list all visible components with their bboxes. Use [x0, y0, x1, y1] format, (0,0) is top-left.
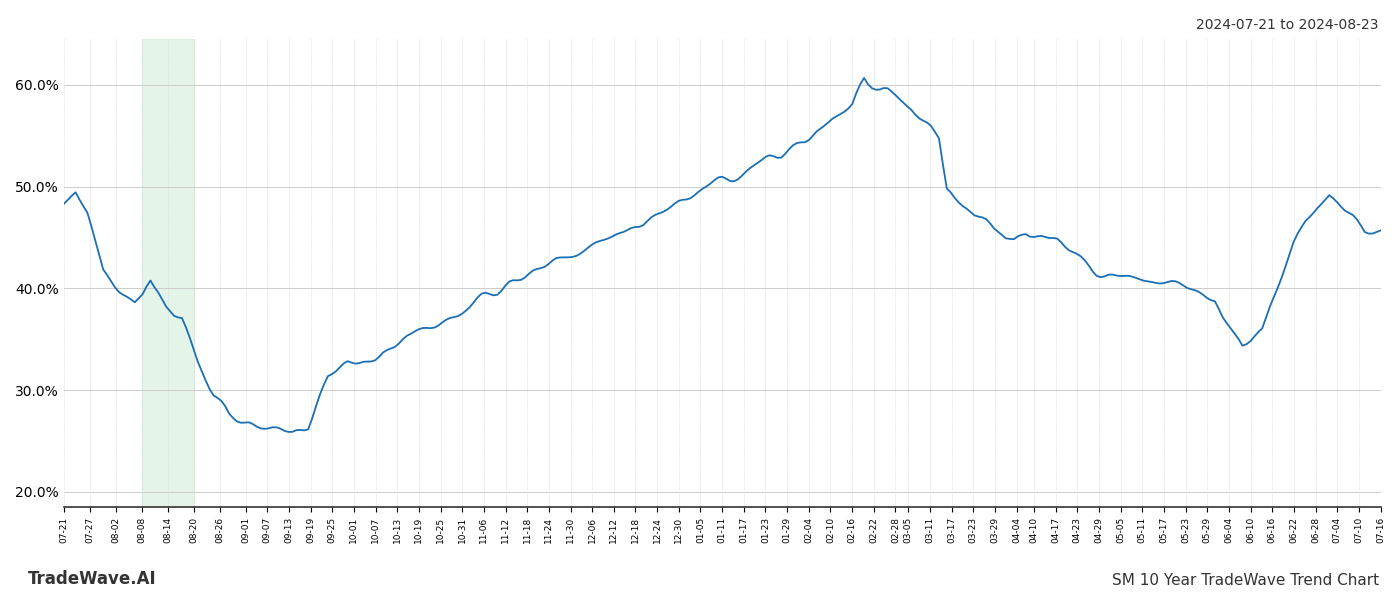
Text: TradeWave.AI: TradeWave.AI — [28, 570, 157, 588]
Bar — [141, 39, 193, 507]
Text: 2024-07-21 to 2024-08-23: 2024-07-21 to 2024-08-23 — [1197, 18, 1379, 32]
Text: SM 10 Year TradeWave Trend Chart: SM 10 Year TradeWave Trend Chart — [1112, 573, 1379, 588]
